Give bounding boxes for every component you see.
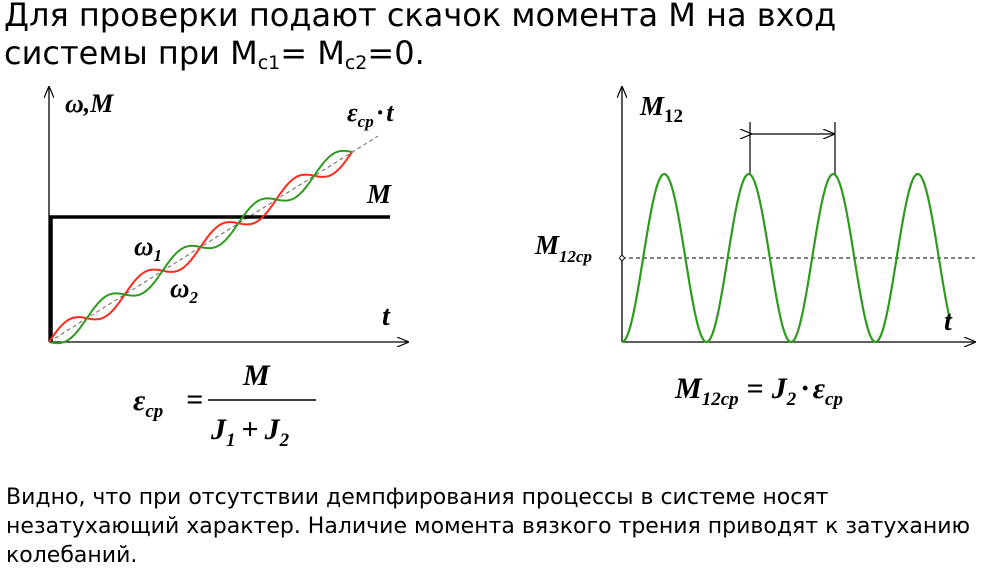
footer-text: Видно, что при отсутствии демпфирования … <box>6 485 971 568</box>
omega1-sub: 1 <box>154 246 163 265</box>
omega1-symbol: ω <box>134 231 154 261</box>
omega1-label: ω1 <box>134 231 162 265</box>
right-formula: M12cp = J2 · εcp <box>674 372 843 410</box>
formula-lhs-sub: cp <box>145 401 163 422</box>
left-x-axis-label: t <box>382 301 391 332</box>
rf-j: J <box>771 372 788 405</box>
left-plot: ω,M εcp · t M ω1 ω2 t <box>49 87 408 343</box>
eps-t-dot: · <box>377 98 384 127</box>
omega2-curve <box>48 149 353 345</box>
eps-t-eps: ε <box>347 98 358 127</box>
left-y-axis-label: ω,M <box>65 89 114 118</box>
rf-eps: ε <box>813 372 826 405</box>
eps-t-trend-line <box>48 135 379 343</box>
mean-marker-dot <box>619 255 625 261</box>
omega2-label: ω2 <box>170 273 199 307</box>
rf-m: M <box>674 372 703 405</box>
den-j2-sub: 2 <box>279 430 290 451</box>
right-y-sub: 12 <box>664 106 683 127</box>
omega2-symbol: ω <box>170 273 190 303</box>
right-y-axis-label: M12 <box>639 91 683 127</box>
den-j1: J <box>210 413 227 446</box>
rf-m-sub: 12cp <box>702 389 739 410</box>
right-x-axis-label: t <box>944 306 953 337</box>
eps-t-t: t <box>386 98 394 127</box>
rf-dot: · <box>801 372 809 405</box>
moment-m-label: M <box>366 179 392 209</box>
eps-cp-formula: εcp = M J1 + J2 <box>133 359 316 451</box>
heading-line-2-prefix: системы при М <box>4 34 258 72</box>
heading-sub-c2: с2 <box>344 52 368 74</box>
formula-numerator: M <box>242 359 271 392</box>
mean-sub: 12cp <box>559 247 592 266</box>
moment-step-line <box>49 215 390 342</box>
heading-line-2-suffix: =0. <box>367 34 425 72</box>
rf-eq: = <box>747 372 764 405</box>
right-plot: M12 M12cp t <box>534 87 975 342</box>
heading-line-2-mid: = М <box>280 34 345 72</box>
formula-denominator: J1 + J2 <box>210 413 290 451</box>
den-j1-sub: 1 <box>226 430 236 451</box>
heading-line-2: системы при Мс1= Мс2=0. <box>4 34 979 74</box>
eps-t-label: εcp · t <box>347 98 394 131</box>
rf-eps-sub: cp <box>825 389 843 410</box>
den-j2: J <box>264 413 281 446</box>
heading-line-1: Для проверки подают скачок момента М на … <box>4 0 837 34</box>
omega2-sub: 2 <box>189 288 199 307</box>
heading-sub-c1: с1 <box>257 52 281 74</box>
formula-lhs-eps: ε <box>133 384 146 417</box>
mean-m: M <box>534 230 560 260</box>
eps-t-sub: cp <box>358 112 374 131</box>
formula-eq: = <box>186 383 203 416</box>
m12cp-formula: M12cp = J2 · εcp <box>674 372 843 410</box>
right-y-m: M <box>639 91 665 121</box>
slide-heading: Для проверки подают скачок момента М на … <box>4 0 979 74</box>
m12-oscillation-curve <box>621 172 952 344</box>
den-plus: + <box>242 413 259 446</box>
rf-j-sub: 2 <box>786 389 797 410</box>
formula-lhs: εcp <box>133 384 163 422</box>
mean-label: M12cp <box>534 230 592 266</box>
